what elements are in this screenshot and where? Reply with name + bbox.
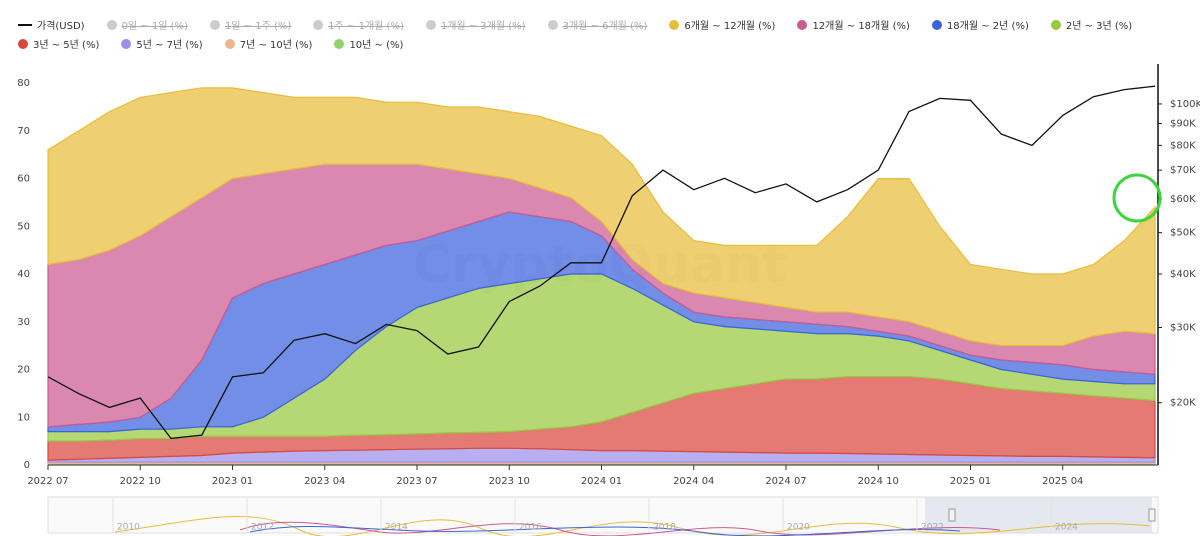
- legend-label: 18개월 ~ 2년 (%): [946, 21, 1029, 32]
- navigator-line: [114, 516, 1151, 536]
- legend-marker: [797, 19, 808, 30]
- navigator-label: 2014: [385, 523, 408, 533]
- navigator-label: 2024: [1055, 523, 1078, 533]
- legend-marker: [106, 19, 117, 30]
- y2-tick-label: $50K: [1170, 228, 1196, 239]
- legend-label: 1주 ~ 1개월 (%): [328, 21, 404, 32]
- navigator-label: 2016: [519, 523, 542, 533]
- legend-item: 3개월 ~ 6개월 (%): [547, 17, 648, 32]
- y2-tick-label: $90K: [1170, 118, 1196, 129]
- y-tick-label: 0: [24, 460, 30, 471]
- legend-item: 1개월 ~ 3개월 (%): [425, 17, 526, 32]
- navigator-handle: [1148, 508, 1156, 522]
- legend-marker: [425, 19, 436, 30]
- legend-marker: [209, 19, 220, 30]
- legend-label: 6개월 ~ 12개월 (%): [684, 21, 776, 32]
- x-tick-label: 2024 07: [765, 476, 806, 487]
- legend-item: 2년 ~ 3년 (%): [1050, 17, 1133, 32]
- y-tick-label: 50: [17, 221, 30, 232]
- navigator-label: 2012: [251, 523, 274, 533]
- legend-label: 10년 ~ (%): [349, 40, 404, 51]
- x-tick-label: 2023 01: [212, 476, 253, 487]
- y-tick-label: 70: [17, 126, 30, 137]
- legend-label: 12개월 ~ 18개월 (%): [812, 21, 910, 32]
- y-tick-label: 20: [17, 365, 30, 376]
- legend-label: 3개월 ~ 6개월 (%): [562, 21, 648, 32]
- x-tick-label: 2025 04: [1042, 476, 1083, 487]
- navigator-line: [249, 525, 961, 536]
- x-tick-label: 2022 10: [120, 476, 161, 487]
- legend-label: 1일 ~ 1주 (%): [224, 21, 292, 32]
- legend: 가격(USD) 0일 ~ 1일 (%) 1일 ~ 1주 (%) 1주 ~ 1개월 (%…: [18, 17, 1168, 51]
- x-tick-label: 2024 10: [858, 476, 899, 487]
- legend-label: 3년 ~ 5년 (%): [33, 40, 100, 51]
- navigator-handle: [948, 508, 956, 522]
- legend-label: 7년 ~ 10년 (%): [239, 40, 313, 51]
- legend-label: 2년 ~ 3년 (%): [1065, 21, 1133, 32]
- legend-item: 가격(USD): [18, 17, 85, 32]
- legend-marker: [547, 19, 558, 30]
- y2-tick-label: $100K: [1170, 99, 1200, 110]
- y-tick-label: 80: [17, 78, 30, 89]
- highlight-circle: [1112, 173, 1162, 223]
- x-tick-label: 2024 04: [673, 476, 714, 487]
- y-tick-label: 40: [17, 269, 30, 280]
- area: [47, 87, 1156, 347]
- x-tick-label: 2024 01: [581, 476, 622, 487]
- y-tick-label: 10: [17, 412, 30, 423]
- y2-tick-label: $60K: [1170, 194, 1196, 205]
- y2-tick-label: $70K: [1170, 165, 1196, 176]
- legend-item: 0일 ~ 1일 (%): [106, 17, 188, 32]
- legend-marker: [18, 38, 28, 49]
- legend-marker: [313, 19, 324, 30]
- legend-item: 10년 ~ (%): [334, 36, 403, 51]
- legend-marker: [669, 19, 680, 30]
- navigator-label: 2020: [787, 523, 810, 533]
- legend-marker: [1050, 19, 1061, 30]
- legend-marker: [224, 38, 235, 49]
- x-tick-label: 2023 07: [396, 476, 437, 487]
- navigator-label: 2018: [653, 523, 676, 533]
- legend-item: 7년 ~ 10년 (%): [224, 36, 313, 51]
- x-tick-label: 2023 04: [304, 476, 345, 487]
- legend-item: 1주 ~ 1개월 (%): [313, 17, 404, 32]
- x-tick-label: 2025 01: [950, 476, 991, 487]
- y2-tick-label: $30K: [1170, 322, 1196, 333]
- legend-item: 3년 ~ 5년 (%): [18, 36, 99, 51]
- legend-item: 12개월 ~ 18개월 (%): [797, 17, 910, 32]
- plot: [47, 87, 1156, 466]
- legend-marker: [931, 19, 942, 30]
- legend-item: 18개월 ~ 2년 (%): [931, 17, 1029, 32]
- legend-label: 5년 ~ 7년 (%): [136, 40, 203, 51]
- legend-marker: [121, 38, 132, 49]
- y2-tick-label: $40K: [1170, 269, 1196, 280]
- legend-label: 1개월 ~ 3개월 (%): [440, 21, 526, 32]
- y-tick-label: 30: [17, 317, 30, 328]
- y-tick-label: 60: [17, 174, 30, 185]
- legend-label: 가격(USD): [37, 21, 85, 32]
- legend-item: 6개월 ~ 12개월 (%): [669, 17, 775, 32]
- navigator-label: 2010: [117, 523, 140, 533]
- x-tick-label: 2022 07: [27, 476, 68, 487]
- legend-marker: [334, 38, 345, 49]
- legend-label: 0일 ~ 1일 (%): [121, 21, 188, 32]
- legend-item: 5년 ~ 7년 (%): [121, 36, 203, 51]
- price-line: [47, 85, 1156, 440]
- legend-marker: [18, 23, 32, 26]
- legend-item: 1일 ~ 1주 (%): [209, 17, 292, 32]
- x-tick-label: 2023 10: [489, 476, 530, 487]
- y2-tick-label: $80K: [1170, 140, 1196, 151]
- y2-tick-label: $20K: [1170, 398, 1196, 409]
- navigator-label: 2022: [921, 523, 944, 533]
